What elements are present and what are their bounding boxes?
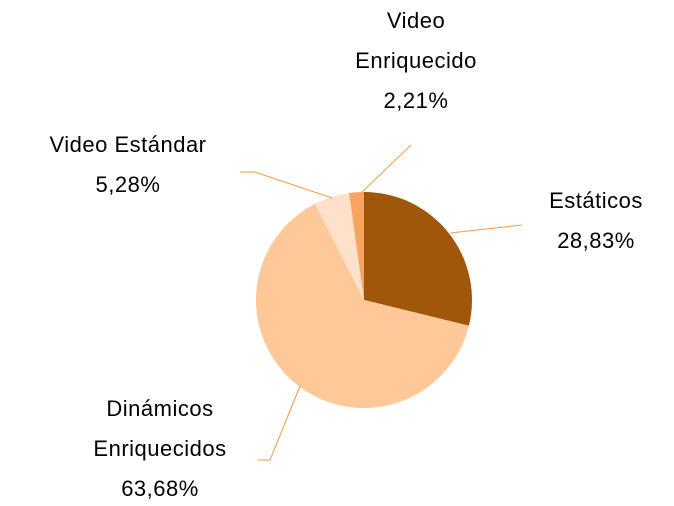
category-label: Video Enriquecido — [355, 8, 477, 73]
leader-line — [240, 171, 333, 199]
leader-line — [258, 385, 301, 461]
slices — [255, 192, 472, 409]
value-label: 28,83% — [557, 228, 635, 253]
value-label: 5,28% — [96, 172, 161, 197]
category-label: Dinámicos Enriquecidos — [93, 396, 226, 461]
category-label: Estáticos — [549, 188, 643, 213]
pie-slice — [349, 192, 364, 300]
leader-line — [361, 144, 412, 193]
pie-slice — [315, 193, 364, 300]
leader-line — [449, 224, 523, 234]
value-label: 63,68% — [121, 476, 199, 501]
pie-slice — [364, 192, 472, 326]
value-label: 2,21% — [384, 88, 449, 113]
category-label: Video Estándar — [49, 132, 206, 157]
pie-slice — [255, 203, 469, 409]
